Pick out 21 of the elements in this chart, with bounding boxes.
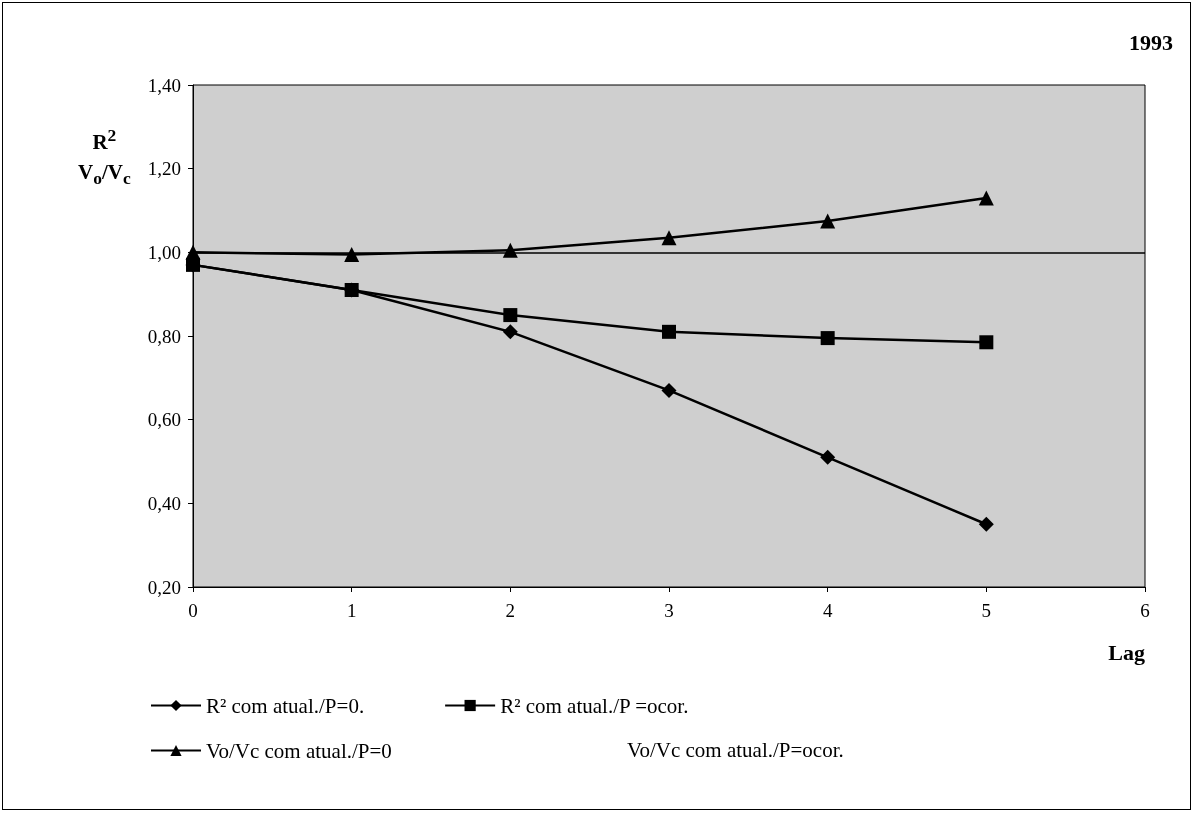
- chart-title: 1993: [1129, 30, 1173, 56]
- x-tick-label: 0: [188, 600, 198, 621]
- y-tick-label: 1,20: [147, 158, 181, 180]
- y-tick-label: 0,20: [147, 576, 181, 598]
- y-tick-label: 0,40: [147, 492, 181, 514]
- text: Vo/Vc com atual./P=ocor.: [627, 738, 844, 763]
- y-tick-label: 1,00: [147, 241, 181, 263]
- legend-label: R² com atual./P=0.: [206, 693, 365, 718]
- y-tick-label: 0,60: [147, 409, 181, 431]
- x-tick-label: 4: [822, 600, 833, 621]
- legend-label: Vo/Vc com atual./P=0: [206, 738, 392, 763]
- legend-label: R² com atual./P =ocor.: [500, 693, 689, 718]
- y-tick-label: 1,40: [147, 74, 181, 96]
- x-tick-label: 5: [981, 600, 992, 621]
- x-tick-label: 1: [346, 600, 357, 621]
- y-axis-title: R$^{2}$ V$_{o}$/V$_{c}$: [78, 124, 131, 191]
- y-tick-label: 0,80: [147, 325, 181, 347]
- x-tick-label: 3: [664, 600, 674, 621]
- x-tick-label: 6: [1140, 600, 1150, 621]
- x-axis-title: Lag: [1108, 640, 1145, 666]
- x-tick-label: 2: [505, 600, 516, 621]
